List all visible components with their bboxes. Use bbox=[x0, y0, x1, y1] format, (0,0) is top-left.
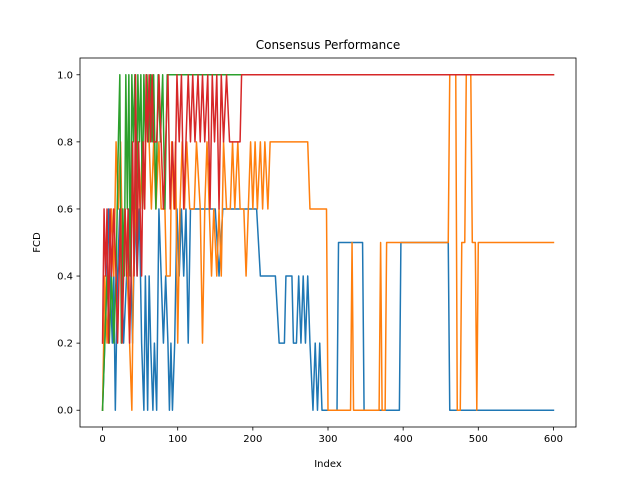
y-tick-label: 0.0 bbox=[57, 406, 73, 417]
x-tick-label: 500 bbox=[469, 434, 488, 445]
y-tick-label: 0.8 bbox=[57, 137, 73, 148]
y-tick-label: 1.0 bbox=[57, 70, 73, 81]
y-axis-label: FCD bbox=[32, 232, 43, 253]
y-tick-label: 0.4 bbox=[57, 272, 73, 283]
series-group bbox=[101, 74, 555, 412]
series-line-4 bbox=[101, 74, 555, 344]
y-tick-label: 0.6 bbox=[57, 204, 73, 215]
x-axis-ticks: 0 100 200 300 400 500 600 bbox=[99, 427, 563, 445]
chart-title: Consensus Performance bbox=[256, 38, 401, 52]
x-tick-label: 400 bbox=[394, 434, 413, 445]
x-axis-label: Index bbox=[314, 459, 342, 470]
x-tick-label: 200 bbox=[243, 434, 262, 445]
x-tick-label: 0 bbox=[99, 434, 105, 445]
x-tick-label: 100 bbox=[168, 434, 187, 445]
x-tick-label: 300 bbox=[318, 434, 337, 445]
y-tick-label: 0.2 bbox=[57, 339, 73, 350]
x-tick-label: 600 bbox=[544, 434, 563, 445]
y-axis-ticks: 0.0 0.2 0.4 0.6 0.8 1.0 bbox=[57, 70, 80, 417]
